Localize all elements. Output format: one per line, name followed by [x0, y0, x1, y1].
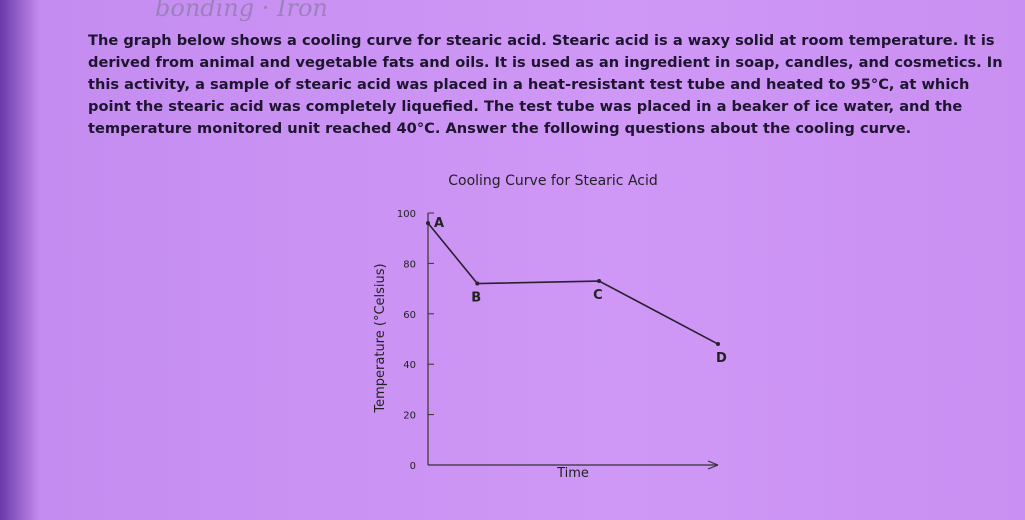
point-label: C: [593, 288, 603, 303]
paragraph-line: temperature monitored unit reached 40°C.…: [88, 120, 912, 137]
handwriting: bonding · Iron: [155, 0, 328, 22]
x-axis-label: Time: [556, 466, 589, 481]
point-label: A: [434, 216, 444, 231]
y-tick-label: 0: [410, 461, 416, 472]
paragraph-line: point the stearic acid was completely li…: [88, 98, 963, 115]
curve-point: [426, 221, 430, 226]
paragraph: The graph below shows a cooling curve fo…: [88, 30, 1003, 140]
paragraph-line: derived from animal and vegetable fats a…: [88, 54, 1003, 71]
paragraph-line: The graph below shows a cooling curve fo…: [88, 32, 995, 49]
point-label: D: [716, 351, 727, 366]
chart-title: Cooling Curve for Stearic Acid: [448, 173, 658, 189]
y-tick-label: 100: [397, 209, 416, 220]
point-label: B: [471, 291, 481, 306]
paragraph-line: this activity, a sample of stearic acid …: [88, 76, 970, 93]
y-tick-label: 20: [403, 411, 416, 422]
curve-point: [716, 342, 720, 347]
y-axis-label: Temperature (°Celsius): [373, 263, 388, 413]
y-tick-label: 60: [403, 310, 416, 321]
y-tick-label: 40: [403, 360, 416, 371]
curve-point: [597, 279, 602, 284]
curve-point: [475, 281, 480, 286]
cooling-curve: [427, 222, 719, 345]
x-axis-arrow: [707, 460, 719, 470]
y-tick-label: 80: [403, 259, 416, 270]
